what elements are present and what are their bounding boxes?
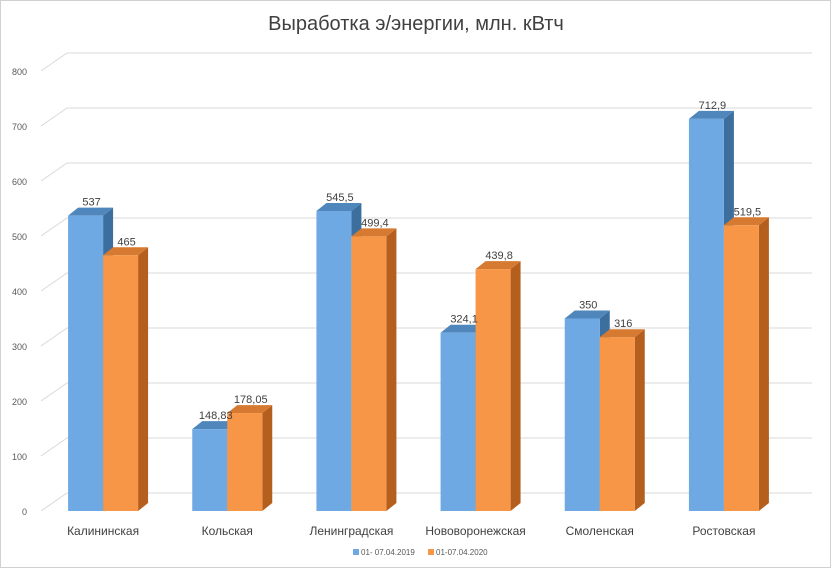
bar <box>103 247 149 511</box>
bar-front <box>723 225 759 511</box>
data-label: 148,83 <box>199 410 233 422</box>
legend-swatch <box>353 549 359 555</box>
y-tick-label: 700 <box>12 122 27 132</box>
gridline <box>40 327 812 347</box>
legend-item: 01-07.04.2020 <box>428 548 488 557</box>
legend-label: 01-07.04.2020 <box>436 548 488 557</box>
data-label: 316 <box>614 318 632 330</box>
bar-front <box>440 332 476 511</box>
data-label: 519,5 <box>734 206 762 218</box>
bar-side <box>634 329 645 511</box>
y-tick-label: 500 <box>12 232 27 242</box>
data-label: 350 <box>579 300 597 312</box>
x-tick-label: Калининская <box>67 524 139 538</box>
gridlines <box>40 52 812 512</box>
bar-top <box>475 261 521 270</box>
bar-front <box>68 215 104 511</box>
bar <box>599 329 645 511</box>
data-label: 439,8 <box>485 250 513 262</box>
gridline <box>40 437 812 457</box>
y-tick-label: 300 <box>12 342 27 352</box>
bar-front <box>103 255 139 511</box>
legend-label: 01- 07.04.2019 <box>361 548 415 557</box>
bar-front <box>227 413 263 511</box>
legend: 01- 07.04.2019 01-07.04.2020 <box>353 548 488 557</box>
bar-top <box>599 329 645 338</box>
bar-side <box>386 228 397 511</box>
bar-front <box>316 210 352 511</box>
data-label: 324,1 <box>450 314 478 326</box>
bar-top <box>316 202 362 211</box>
gridline <box>40 382 812 402</box>
y-tick-label: 100 <box>12 452 27 462</box>
bar-top <box>103 247 149 256</box>
bar-side <box>758 217 769 511</box>
bar-top <box>440 324 486 333</box>
gridline <box>40 492 812 512</box>
data-label: 545,5 <box>326 192 354 204</box>
data-label: 537 <box>82 197 100 209</box>
bar-front <box>688 118 724 511</box>
bar-front <box>599 337 635 511</box>
gridline <box>40 107 812 127</box>
y-tick-label: 200 <box>12 397 27 407</box>
bar <box>475 261 521 511</box>
bar-front <box>475 269 511 511</box>
y-axis-ticks: 0 100 200 300 400 500 600 700 800 <box>12 67 27 517</box>
bar-top <box>564 310 610 319</box>
bar-top <box>192 421 238 430</box>
bar-front <box>564 318 600 511</box>
data-label: 178,05 <box>234 394 268 406</box>
bar <box>723 217 769 511</box>
bar-side <box>510 261 521 511</box>
bar-top <box>688 110 734 119</box>
gridline <box>40 52 812 72</box>
gridline <box>40 272 812 292</box>
bars <box>68 110 769 511</box>
y-tick-label: 800 <box>12 67 27 77</box>
data-label: 465 <box>117 236 135 248</box>
x-tick-label: Кольская <box>202 524 253 538</box>
legend-item: 01- 07.04.2019 <box>353 548 415 557</box>
bar-top <box>68 207 114 216</box>
data-label: 712,9 <box>699 100 727 112</box>
y-tick-label: 0 <box>22 507 27 517</box>
bar-side <box>262 405 273 511</box>
bar-top <box>351 228 397 237</box>
y-tick-label: 600 <box>12 177 27 187</box>
gridline <box>40 162 812 182</box>
x-tick-label: Ленинградская <box>309 524 393 538</box>
x-axis-ticks: Калининская Кольская Ленинградская Нововоро… <box>67 524 755 538</box>
legend-swatch <box>428 549 434 555</box>
x-tick-label: Ростовская <box>692 524 755 538</box>
data-label: 499,4 <box>361 217 389 229</box>
bar-front <box>192 429 228 511</box>
y-tick-label: 400 <box>12 287 27 297</box>
bar-side <box>138 247 149 511</box>
bar-top <box>227 405 273 414</box>
bar <box>351 228 397 511</box>
bar-top <box>723 217 769 226</box>
chart-title: Выработка э/энергии, млн. кВтч <box>268 13 564 35</box>
gridline <box>40 217 812 237</box>
bar-front <box>351 236 387 511</box>
x-tick-label: Нововоронежская <box>425 524 525 538</box>
x-tick-label: Смоленская <box>566 524 634 538</box>
bar <box>227 405 273 511</box>
